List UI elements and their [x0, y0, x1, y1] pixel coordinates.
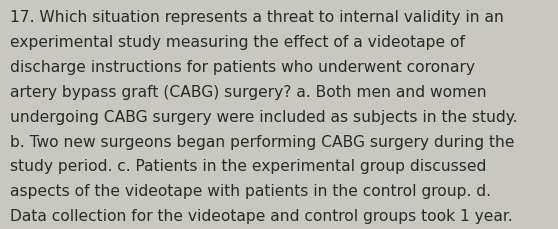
- Text: aspects of the videotape with patients in the control group. d.: aspects of the videotape with patients i…: [10, 183, 491, 198]
- Text: experimental study measuring the effect of a videotape of: experimental study measuring the effect …: [10, 35, 465, 50]
- Text: 17. Which situation represents a threat to internal validity in an: 17. Which situation represents a threat …: [10, 10, 504, 25]
- Text: artery bypass graft (CABG) surgery? a. Both men and women: artery bypass graft (CABG) surgery? a. B…: [10, 85, 487, 99]
- Text: study period. c. Patients in the experimental group discussed: study period. c. Patients in the experim…: [10, 159, 487, 174]
- Text: undergoing CABG surgery were included as subjects in the study.: undergoing CABG surgery were included as…: [10, 109, 517, 124]
- Text: discharge instructions for patients who underwent coronary: discharge instructions for patients who …: [10, 60, 475, 75]
- Text: b. Two new surgeons began performing CABG surgery during the: b. Two new surgeons began performing CAB…: [10, 134, 514, 149]
- Text: Data collection for the videotape and control groups took 1 year.: Data collection for the videotape and co…: [10, 208, 513, 223]
